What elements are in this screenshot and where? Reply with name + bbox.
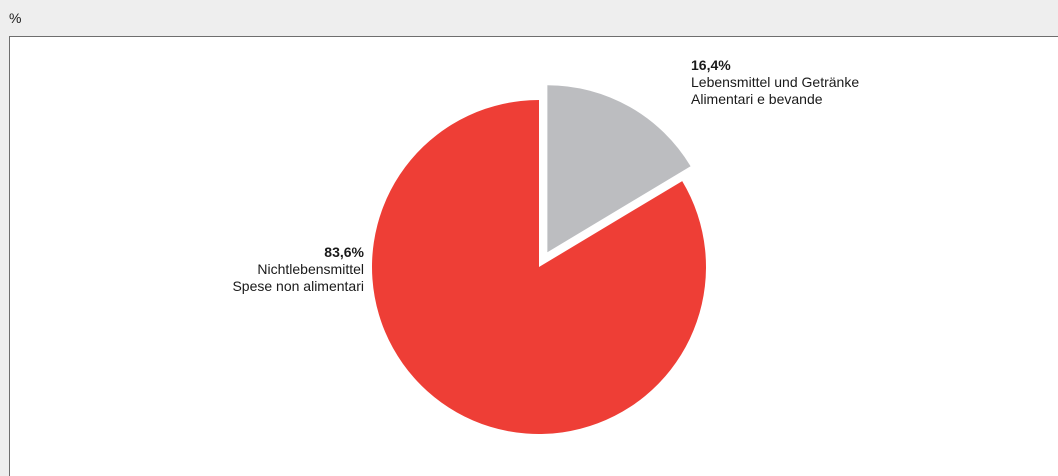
slice-label-nonfood-it: Spese non alimentari — [232, 278, 364, 294]
slice-label-food: 16,4% Lebensmittel und Getränke Alimenta… — [691, 57, 859, 108]
slice-nonfood — [372, 100, 707, 435]
slice-label-food-de: Lebensmittel und Getränke — [691, 74, 860, 90]
slice-label-nonfood-de: Nichtlebensmittel — [257, 261, 364, 277]
slice-label-nonfood-pct: 83,6% — [324, 244, 364, 260]
unit-label: % — [9, 10, 22, 26]
slice-food — [547, 85, 691, 253]
slice-label-food-it: Alimentari e bevande — [691, 91, 823, 107]
pie-chart — [372, 85, 707, 435]
slice-label-nonfood: 83,6% Nichtlebensmittel Spese non alimen… — [232, 244, 364, 295]
slice-label-food-pct: 16,4% — [691, 57, 731, 73]
